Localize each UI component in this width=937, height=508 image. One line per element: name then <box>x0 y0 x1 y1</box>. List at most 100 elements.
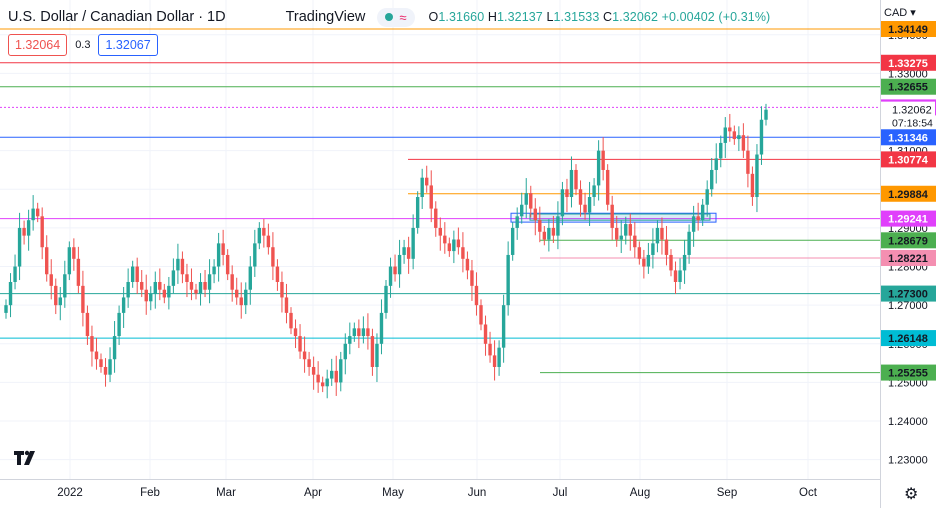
tradingview-logo-icon[interactable] <box>12 448 40 468</box>
settings-gear-icon[interactable]: ⚙ <box>904 486 919 503</box>
candle-body <box>700 204 705 221</box>
time-axis-label: Aug <box>630 487 650 499</box>
candle-body <box>4 305 8 313</box>
spread-value: 0.3 <box>75 39 91 51</box>
candle-body <box>239 297 243 306</box>
candle-body <box>443 235 447 244</box>
candle-body <box>434 208 438 228</box>
candle-body <box>189 281 194 290</box>
candle-body <box>35 208 40 217</box>
candle-body <box>94 351 99 360</box>
candle-body <box>49 274 53 286</box>
candle-body <box>17 227 22 267</box>
candle-body <box>755 154 759 198</box>
price-level-badge <box>881 210 936 227</box>
candle-body <box>610 204 614 228</box>
candle-body <box>619 235 623 240</box>
candle-body <box>560 189 565 217</box>
candle-body <box>660 227 664 240</box>
price-level-badge <box>881 364 936 381</box>
price-tick-label: 1.27000 <box>888 300 928 312</box>
candle-body <box>275 266 280 282</box>
market-open-dot-icon <box>385 13 394 21</box>
candle-body <box>58 297 62 306</box>
candle-body <box>461 247 465 259</box>
horizontal-levels <box>0 28 880 374</box>
candle-body <box>212 266 216 275</box>
candle-body <box>221 243 225 255</box>
candle-body <box>764 109 768 120</box>
candle-body <box>384 285 388 313</box>
candle-body <box>280 281 284 298</box>
candle-body <box>311 366 316 375</box>
candle-body <box>415 197 420 228</box>
candle-body <box>705 189 709 205</box>
price-tick-label: 1.23000 <box>888 455 928 467</box>
candle-body <box>447 243 452 252</box>
candle-body <box>506 254 510 306</box>
candle-body <box>547 227 551 240</box>
price-level-text: 1.27300 <box>888 289 928 301</box>
candle-body <box>262 227 266 236</box>
price-level-label: 1.29241 <box>881 210 936 227</box>
candle-body <box>524 193 528 205</box>
candle-body <box>732 131 737 140</box>
candle-body <box>194 289 198 294</box>
price-level-text: 1.28679 <box>888 235 928 247</box>
candle-body <box>22 227 26 236</box>
sell-button[interactable]: 1.32064 <box>8 34 68 56</box>
candle-body <box>225 254 230 275</box>
candle-body <box>393 266 397 275</box>
candle-body <box>216 243 221 267</box>
candle-body <box>244 289 248 306</box>
candlesticks <box>4 103 768 399</box>
candle-body <box>492 355 497 367</box>
candle-body <box>207 274 212 290</box>
candle-body <box>293 328 298 337</box>
candle-body <box>646 254 651 267</box>
price-level-label: 1.28221 <box>881 250 936 267</box>
candle-body <box>13 266 17 282</box>
market-status[interactable]: ≈ <box>377 7 415 27</box>
candle-body <box>284 297 289 313</box>
candle-body <box>126 281 130 298</box>
candle-body <box>370 336 375 367</box>
price-level-label: 1.25255 <box>881 364 936 381</box>
candle-body <box>112 336 117 360</box>
candle-body <box>728 127 732 132</box>
candle-body <box>533 208 537 221</box>
candle-body <box>474 285 479 306</box>
currency-button[interactable]: CAD ▾ <box>884 6 916 20</box>
symbol-title[interactable]: U.S. Dollar / Canadian Dollar · 1D <box>8 9 226 25</box>
price-level-text: 1.34149 <box>888 24 928 36</box>
candle-body <box>488 343 492 356</box>
wave-icon: ≈ <box>399 9 407 25</box>
candle-body <box>357 328 361 337</box>
candle-body <box>203 281 207 290</box>
time-axis: 2022 Feb Mar Apr May Jun Jul Aug Sep Oct <box>57 487 818 499</box>
candle-body <box>307 359 311 367</box>
candle-body <box>320 382 325 387</box>
candle-body <box>348 336 352 344</box>
candle-body <box>587 197 592 213</box>
candle-body <box>723 127 727 143</box>
candle-body <box>298 336 302 352</box>
candle-body <box>339 359 343 383</box>
buy-button[interactable]: 1.32067 <box>98 34 158 56</box>
time-axis-label: 2022 <box>57 487 83 499</box>
candle-body <box>737 135 741 140</box>
candle-body <box>601 150 605 170</box>
candle-body <box>556 216 560 236</box>
price-level-text: 1.25255 <box>888 368 928 380</box>
price-level-label: 1.32655 <box>881 78 936 95</box>
price-level-text: 1.30774 <box>888 154 929 166</box>
chart-header: U.S. Dollar / Canadian Dollar · 1D Tradi… <box>8 6 770 28</box>
candle-body <box>515 216 519 228</box>
candle-body <box>162 289 167 298</box>
candle-body <box>642 258 646 267</box>
price-level-badge <box>881 21 936 38</box>
brand-label: TradingView <box>285 9 366 25</box>
price-level-badge <box>881 250 936 267</box>
candle-body <box>248 266 252 290</box>
